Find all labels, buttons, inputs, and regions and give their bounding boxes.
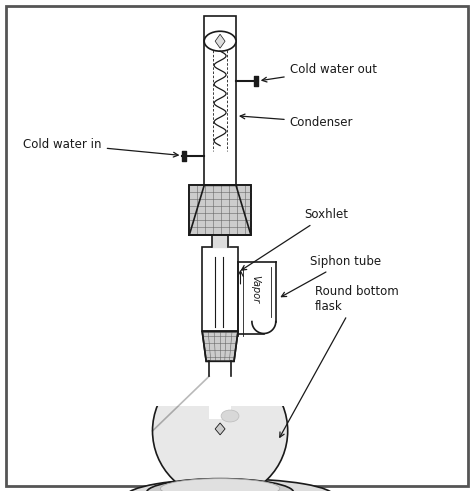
Text: To power
controller: To power controller: [0, 491, 1, 492]
Bar: [202, 247, 238, 332]
Text: Vapor: Vapor: [250, 275, 260, 304]
Polygon shape: [215, 34, 225, 48]
Text: Metal can: Metal can: [0, 491, 1, 492]
Polygon shape: [215, 423, 225, 435]
Text: Round bottom
flask: Round bottom flask: [280, 285, 398, 437]
Text: Siphon tube: Siphon tube: [282, 255, 381, 297]
Bar: [189, 185, 251, 235]
Ellipse shape: [153, 363, 288, 492]
Ellipse shape: [126, 479, 335, 492]
Text: Hard ceramic surface: Hard ceramic surface: [0, 491, 1, 492]
Polygon shape: [202, 332, 238, 361]
Bar: [209, 361, 231, 419]
Text: Soxhlet: Soxhlet: [241, 208, 348, 270]
Bar: [204, 16, 236, 185]
Bar: [189, 185, 251, 235]
Ellipse shape: [204, 31, 236, 51]
Ellipse shape: [221, 410, 239, 422]
Ellipse shape: [161, 479, 280, 492]
Bar: [153, 358, 288, 406]
Polygon shape: [189, 185, 251, 235]
Ellipse shape: [146, 479, 294, 492]
Text: Cold water in: Cold water in: [23, 138, 178, 157]
Text: Condenser: Condenser: [240, 114, 353, 129]
Text: Heating element
inside can: Heating element inside can: [0, 491, 1, 492]
Text: Cold water out: Cold water out: [262, 63, 377, 82]
